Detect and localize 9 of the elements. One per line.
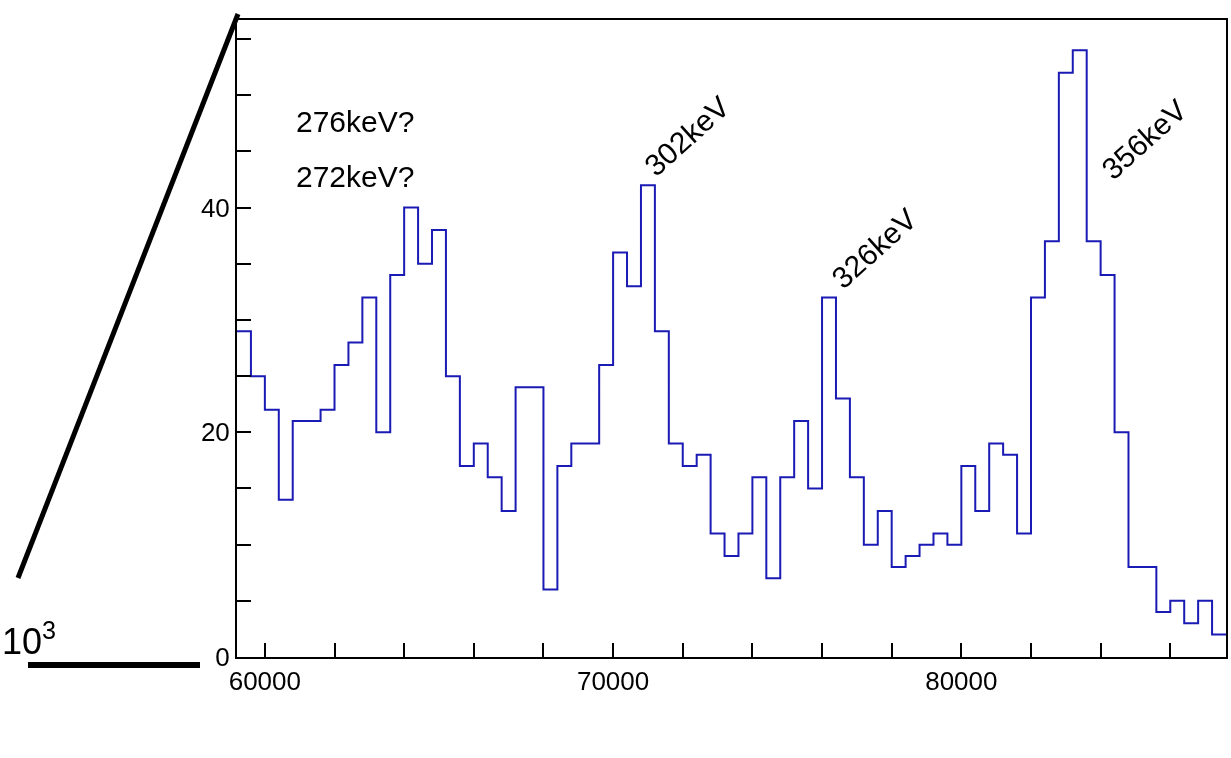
x-tick-label: 70000 (576, 666, 650, 697)
x-tick-label: 60000 (228, 666, 302, 697)
annotation: 276keV? (296, 105, 415, 138)
text: 10$^{3}$ (2, 616, 57, 663)
y-tick-label: 0 (215, 642, 230, 673)
annotation: 272keV? (296, 160, 415, 193)
y-tick-label: 20 (200, 417, 230, 448)
x-tick-label: 80000 (925, 666, 998, 697)
y-tick-label: 40 (200, 192, 230, 223)
